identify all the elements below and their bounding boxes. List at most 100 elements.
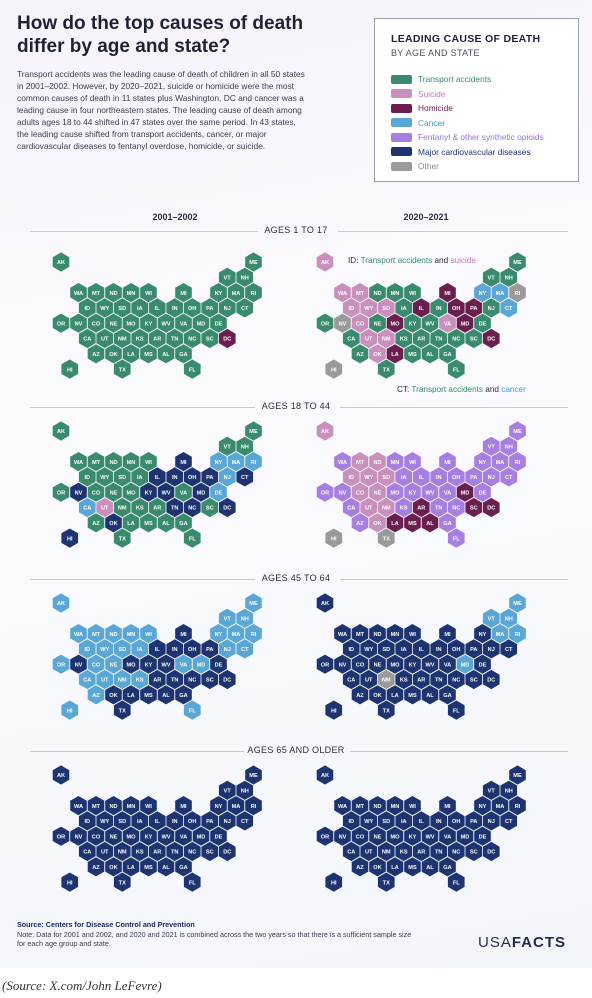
state-abbr: WA [74,460,83,466]
state-tile-or [52,313,70,333]
state-abbr: NV [339,490,347,496]
state-tile-ne [369,313,386,333]
state-abbr: VA [180,321,187,327]
state-tile-ar [412,841,430,862]
state-tile-nj [482,811,500,831]
state-abbr: TX [383,367,390,373]
state-abbr: NY [479,291,487,297]
state-abbr: WV [425,490,434,496]
state-tile-dc [218,669,236,690]
state-tile-il [412,639,430,659]
state-tile-nc [447,841,465,862]
state-tile-tx [377,872,395,892]
state-abbr: IA [401,647,407,653]
state-abbr: CT [241,819,249,825]
state-abbr: OR [321,834,329,840]
state-tile-ks [131,497,149,518]
state-abbr: KY [145,834,153,840]
state-abbr: NV [75,834,83,840]
state-abbr: WA [338,804,347,810]
state-abbr: CA [83,850,91,856]
state-tile-ks [395,669,413,690]
state-tile-nv [334,826,351,846]
state-abbr: MN [127,804,136,810]
state-abbr: TX [383,536,390,542]
state-tile-ks [131,328,149,349]
state-tile-hi [61,359,79,379]
state-abbr: AK [57,773,65,779]
state-abbr: RI [251,291,257,297]
state-tile-ky [140,482,157,502]
state-tile-pa [201,811,219,831]
state-abbr: MT [92,291,101,297]
state-abbr: ND [109,632,117,638]
state-tile-nv [334,482,351,502]
state-abbr: AK [321,773,329,779]
state-tile-ky [404,654,421,674]
state-tile-ct [236,467,254,487]
state-tile-wy [96,467,114,487]
state-tile-ma [227,283,245,303]
state-abbr: MT [356,291,365,297]
state-abbr: PA [470,647,477,653]
state-abbr: WI [145,632,152,638]
legend-swatch [391,161,412,171]
state-abbr: TN [435,850,442,856]
state-abbr: KS [136,850,144,856]
hex-map-panel: AK ME VT NH WA MT ND MN WI MI NY MA RI ID WY SD IA IL IN OH… [316,252,526,379]
state-tile-al [157,857,175,877]
state-tile-ri [245,796,262,816]
state-abbr: IL [155,819,161,825]
page-title: How do the top causes of death differ by… [17,13,304,57]
state-abbr: SD [382,647,390,653]
state-abbr: AK [321,260,329,266]
state-tile-de [210,654,227,674]
state-abbr: OK [109,865,117,871]
state-abbr: HI [331,536,337,542]
state-tile-tn [430,669,448,690]
state-abbr: IL [419,306,425,312]
state-abbr: NJ [488,819,495,825]
state-abbr: AZ [356,352,364,358]
state-abbr: SD [382,819,390,825]
state-abbr: OR [321,662,329,668]
state-tile-ar [148,669,166,690]
state-tile-ia [131,639,149,659]
state-abbr: WY [364,819,373,825]
state-abbr: ME [249,429,258,435]
state-tile-id [78,467,96,487]
state-tile-ne [369,654,386,674]
state-abbr: KY [145,321,153,327]
state-tile-ut [96,841,114,862]
state-tile-ny [474,796,491,816]
state-abbr: NM [382,506,391,512]
state-abbr: LA [127,693,134,699]
state-abbr: CO [92,321,101,327]
state-tile-hi [61,528,79,548]
state-abbr: NY [215,460,223,466]
state-tile-or [316,654,334,674]
state-abbr: SC [470,337,478,343]
state-tile-nd [105,283,122,303]
state-tile-hi [325,872,343,892]
state-abbr: FL [453,880,460,886]
state-tile-va [175,654,192,674]
state-tile-ne [369,482,386,502]
state-abbr: WV [161,321,170,327]
state-abbr: NY [215,804,223,810]
state-abbr: IL [419,819,425,825]
state-abbr: FL [453,367,460,373]
state-tile-in [430,467,448,487]
state-tile-az [87,685,105,705]
state-tile-mi [439,796,456,816]
state-tile-az [351,857,369,877]
state-abbr: MA [496,291,505,297]
state-tile-mn [122,283,140,303]
state-abbr: NJ [488,647,495,653]
state-abbr: VA [444,662,451,668]
state-abbr: WY [100,647,109,653]
state-abbr: UT [365,850,373,856]
state-tile-ms [140,344,157,364]
state-abbr: TX [119,367,126,373]
state-abbr: DC [223,506,231,512]
